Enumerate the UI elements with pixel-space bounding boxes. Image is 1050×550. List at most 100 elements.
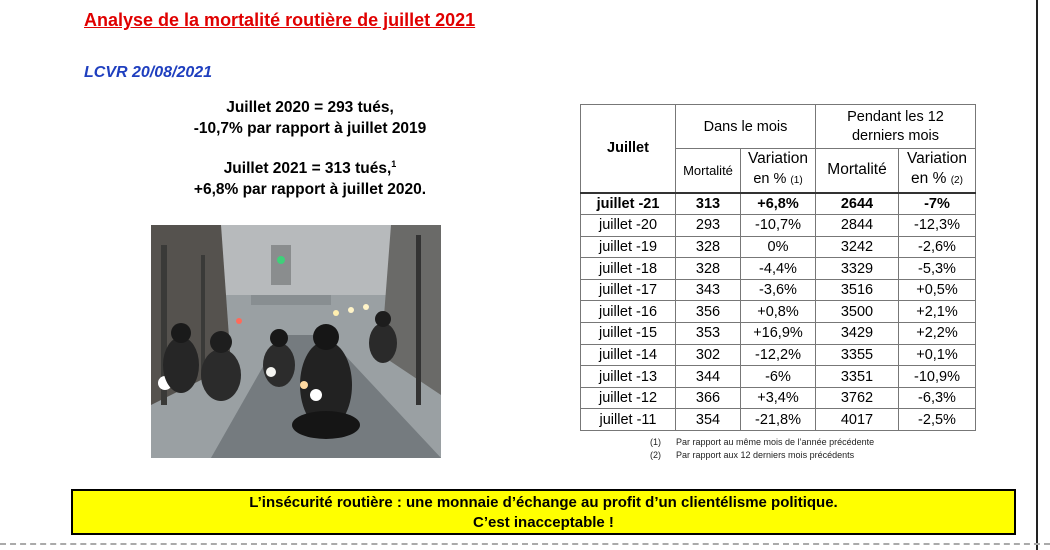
variation-12-cell: +0,1% [898,343,976,367]
row-label-cell: juillet -19 [580,235,676,259]
variation-cell: -6% [740,365,816,388]
mortalite-cell: 353 [675,322,741,345]
row-label-cell: juillet -12 [580,386,676,410]
mortalite-cell: 328 [675,235,741,259]
row-label-cell: juillet -18 [580,257,676,280]
mortalite-12-cell: 3516 [815,278,899,302]
variation-cell: -3,6% [740,278,816,302]
conclusion-banner: L’insécurité routière : une monnaie d’éc… [71,489,1016,535]
header-mortalite-mois: Mortalité [675,148,741,193]
header-mortalite-12: Mortalité [815,148,899,193]
variation-cell: -21,8% [740,408,816,432]
variation-12-cell: -12,3% [898,214,976,237]
variation-cell: -12,2% [740,343,816,367]
mortalite-cell: 356 [675,300,741,324]
table-body: juillet -21 313 +6,8% 2644 -7% juillet -20 293… [580,191,976,432]
table-row: juillet -18 328 -4,4% 3329 -5,3% [580,257,976,280]
table-subheader-row: Mortalité Variation en % (1) Mortalité V… [581,148,976,193]
variation-12-cell: -5,3% [898,257,976,280]
stat-block-2020: Juillet 2020 = 293 tués, -10,7% par rapp… [140,97,480,139]
variation-12-cell: -7% [898,191,976,216]
table-row: juillet -13 344 -6% 3351 -10,9% [580,365,976,388]
mortalite-12-cell: 3762 [815,386,899,410]
variation-cell: +3,4% [740,386,816,410]
en-pct-label: en % (2) [899,169,975,191]
variation-label: Variation [906,150,968,168]
table-row: juillet -17 343 -3,6% 3516 +0,5% [580,278,976,302]
stat-line: Juillet 2020 = 293 tués, [226,99,394,116]
table-row: juillet -15 353 +16,9% 3429 +2,2% [580,322,976,345]
mortalite-12-cell: 2844 [815,214,899,237]
table-row: juillet -16 356 +0,8% 3500 +2,1% [580,300,976,324]
stat-text: Juillet 2021 = 313 tués, [223,160,392,177]
variation-12-cell: -10,9% [898,365,976,388]
table-row: juillet -12 366 +3,4% 3762 -6,3% [580,386,976,410]
table-row: juillet -20 293 -10,7% 2844 -12,3% [580,214,976,237]
footnote-2: (2) Par rapport aux 12 derniers mois préc… [650,449,874,462]
stat-line: Juillet 2021 = 313 tués,1 [140,158,480,179]
mortalite-cell: 293 [675,214,741,237]
row-label-cell: juillet -20 [580,214,676,237]
row-label-cell: juillet -15 [580,322,676,345]
row-label-cell: juillet -17 [580,278,676,302]
footnote-number: (1) [650,437,661,447]
mortalite-cell: 328 [675,257,741,280]
variation-cell: +0,8% [740,300,816,324]
stat-line: +6,8% par rapport à juillet 2020. [193,181,427,198]
page-title: Analyse de la mortalité routière de juil… [84,10,476,30]
mortalite-cell: 313 [675,191,741,216]
mortalite-cell: 354 [675,408,741,432]
footnote-text: Par rapport aux 12 derniers mois précéde… [676,450,855,460]
stat-block-2021: Juillet 2021 = 313 tués,1 +6,8% par rapp… [140,158,480,200]
mortality-table: Juillet Dans le mois Pendant les 12 dern… [580,104,976,432]
banner-line: C’est inacceptable ! [473,514,614,531]
mortality-table-container: Juillet Dans le mois Pendant les 12 dern… [580,104,976,432]
header-variation-mois: Variation en % (1) [740,148,816,193]
row-label-cell: juillet -13 [580,365,676,388]
mortalite-12-cell: 3242 [815,235,899,259]
footnote-1: (1) Par rapport au même mois de l’année p… [650,436,874,449]
en-pct-text: en % [753,171,787,188]
mortalite-12-cell: 2644 [815,191,899,216]
author-date: LCVR 20/08/2021 [84,64,213,81]
variation-12-cell: -6,3% [898,386,976,410]
mortalite-12-cell: 4017 [815,408,899,432]
variation-cell: +6,8% [740,191,816,216]
variation-12-cell: -2,6% [898,235,976,259]
page-bottom-dashed-border [0,543,1050,545]
mortalite-cell: 366 [675,386,741,410]
variation-12-cell: -2,5% [898,408,976,432]
mortalite-12-cell: 3351 [815,365,899,388]
banner-line: L’insécurité routière : une monnaie d’éc… [249,494,838,511]
table-row: juillet -19 328 0% 3242 -2,6% [580,235,976,259]
row-label-cell: juillet -11 [580,408,676,432]
header-variation-12: Variation en % (2) [898,148,976,193]
footnote-text: Par rapport au même mois de l’année préc… [676,437,875,447]
header-juillet: Juillet [580,104,676,193]
header-12-derniers-mois: Pendant les 12 derniers mois [815,104,976,149]
note-ref-1: (1) [790,175,803,187]
variation-cell: -10,7% [740,214,816,237]
table-row: juillet -14 302 -12,2% 3355 +0,1% [580,343,976,367]
page-right-border [1036,0,1038,550]
row-label-cell: juillet -21 [580,191,676,216]
footnote-marker: 1 [391,158,397,169]
motorcyclists-photo [151,225,441,458]
variation-12-cell: +2,1% [898,300,976,324]
variation-12-cell: +2,2% [898,322,976,345]
variation-label: Variation [747,150,809,168]
en-pct-label: en % (1) [741,169,815,191]
mortalite-12-cell: 3429 [815,322,899,345]
mortalite-cell: 302 [675,343,741,367]
note-ref-2: (2) [950,175,963,187]
mortalite-cell: 344 [675,365,741,388]
mortalite-12-cell: 3329 [815,257,899,280]
table-header-row: Juillet Dans le mois Pendant les 12 dern… [580,104,976,193]
mortalite-cell: 343 [675,278,741,302]
stat-line: -10,7% par rapport à juillet 2019 [193,120,427,137]
variation-12-cell: +0,5% [898,278,976,302]
table-row: juillet -11 354 -21,8% 4017 -2,5% [580,408,976,432]
header-dans-le-mois: Dans le mois [675,104,816,149]
table-row: juillet -21 313 +6,8% 2644 -7% [580,191,976,216]
variation-cell: +16,9% [740,322,816,345]
